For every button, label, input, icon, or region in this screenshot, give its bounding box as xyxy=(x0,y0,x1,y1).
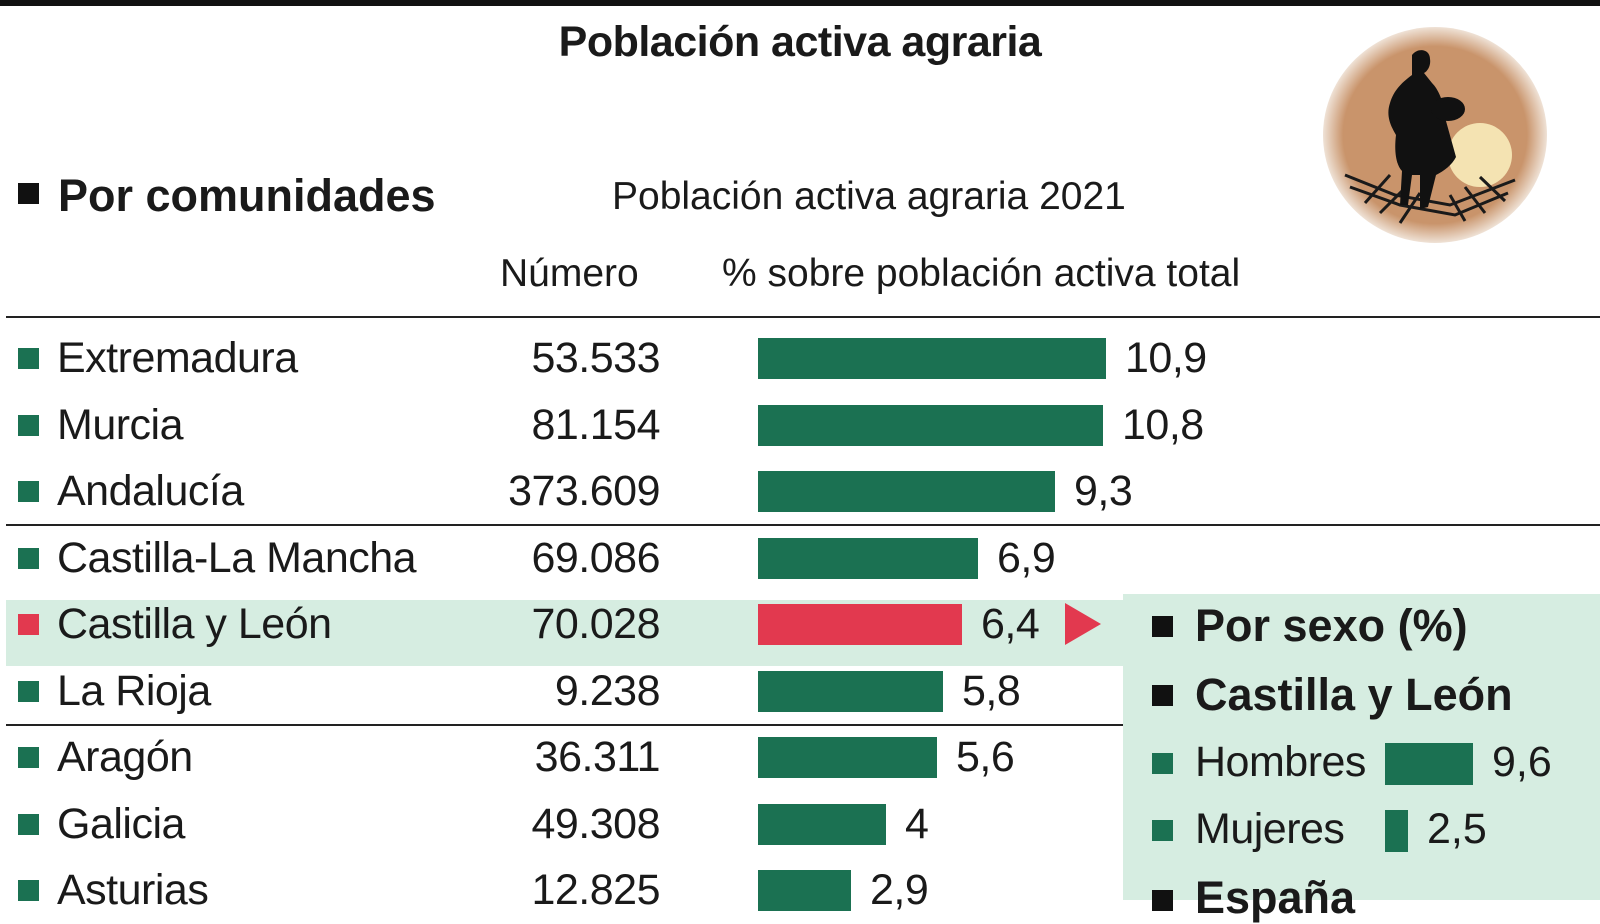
mujeres-bullet xyxy=(1152,820,1173,841)
row-number: 12.825 xyxy=(531,866,660,914)
data-label: 5,6 xyxy=(956,733,1015,781)
bar xyxy=(758,671,943,712)
row-label: Aragón xyxy=(57,733,193,781)
row-number: 36.311 xyxy=(534,733,661,781)
data-label: 10,9 xyxy=(1125,334,1207,382)
group-separator-rule xyxy=(6,724,1123,726)
bar xyxy=(758,870,851,911)
bar xyxy=(758,405,1103,446)
bar xyxy=(758,804,886,845)
row-label: Castilla-La Mancha xyxy=(57,534,417,582)
top-rule xyxy=(0,0,1600,6)
group-separator-rule xyxy=(6,524,1600,526)
row-bullet xyxy=(18,880,39,901)
bar xyxy=(758,471,1055,512)
row-number: 9.238 xyxy=(554,667,661,715)
row-bullet xyxy=(18,814,39,835)
row-label: Andalucía xyxy=(57,467,244,515)
section-heading: Por comunidades xyxy=(58,170,436,221)
row-bullet xyxy=(18,548,39,569)
row-label: Extremadura xyxy=(57,334,298,382)
header-rule xyxy=(6,316,1600,318)
data-label: 10,8 xyxy=(1122,401,1204,449)
hombres-bar xyxy=(1385,743,1473,785)
mujeres-label: Mujeres xyxy=(1195,805,1345,853)
hombres-label: Hombres xyxy=(1195,738,1366,786)
data-label: 5,8 xyxy=(962,667,1021,715)
highlight-arrow-icon xyxy=(1065,603,1101,645)
row-bullet xyxy=(18,614,39,635)
panel-next-heading: España xyxy=(1195,872,1356,923)
farmer-silhouette-icon xyxy=(1323,27,1547,243)
column-header-number: Número xyxy=(500,252,639,295)
sex-breakdown-panel xyxy=(1123,594,1600,900)
chart-subtitle: Población activa agraria 2021 xyxy=(612,175,1126,218)
hombres-bullet xyxy=(1152,753,1173,774)
row-label: Castilla y León xyxy=(57,600,332,648)
row-number: 70.028 xyxy=(531,600,660,648)
panel-region-bullet xyxy=(1152,685,1173,706)
section-bullet xyxy=(18,183,39,204)
panel-region: Castilla y León xyxy=(1195,669,1513,720)
row-number: 69.086 xyxy=(531,534,660,582)
data-label: 2,9 xyxy=(870,866,929,914)
row-bullet xyxy=(18,415,39,436)
bar xyxy=(758,737,937,778)
row-number: 81.154 xyxy=(531,401,660,449)
data-label: 4 xyxy=(905,800,929,848)
row-bullet xyxy=(18,747,39,768)
row-bullet xyxy=(18,481,39,502)
bar xyxy=(758,338,1106,379)
row-number: 49.308 xyxy=(531,800,660,848)
row-number: 373.609 xyxy=(508,467,660,515)
panel-heading: Por sexo (%) xyxy=(1195,600,1468,651)
row-bullet xyxy=(18,348,39,369)
hombres-value: 9,6 xyxy=(1492,738,1552,786)
data-label: 6,9 xyxy=(997,534,1056,582)
chart-title: Población activa agraria xyxy=(558,18,1042,66)
mujeres-bar xyxy=(1385,810,1408,852)
bar xyxy=(758,604,962,645)
data-label: 9,3 xyxy=(1074,467,1133,515)
mujeres-value: 2,5 xyxy=(1427,805,1487,853)
row-label: La Rioja xyxy=(57,667,211,715)
data-label: 6,4 xyxy=(981,600,1040,648)
row-label: Galicia xyxy=(57,800,185,848)
bar xyxy=(758,538,978,579)
column-header-percent: % sobre población activa total xyxy=(722,252,1241,295)
row-bullet xyxy=(18,681,39,702)
row-label: Murcia xyxy=(57,401,184,449)
row-label: Asturias xyxy=(57,866,209,914)
panel-heading-bullet xyxy=(1152,616,1173,637)
panel-next-bullet xyxy=(1152,890,1173,911)
row-number: 53.533 xyxy=(531,334,660,382)
